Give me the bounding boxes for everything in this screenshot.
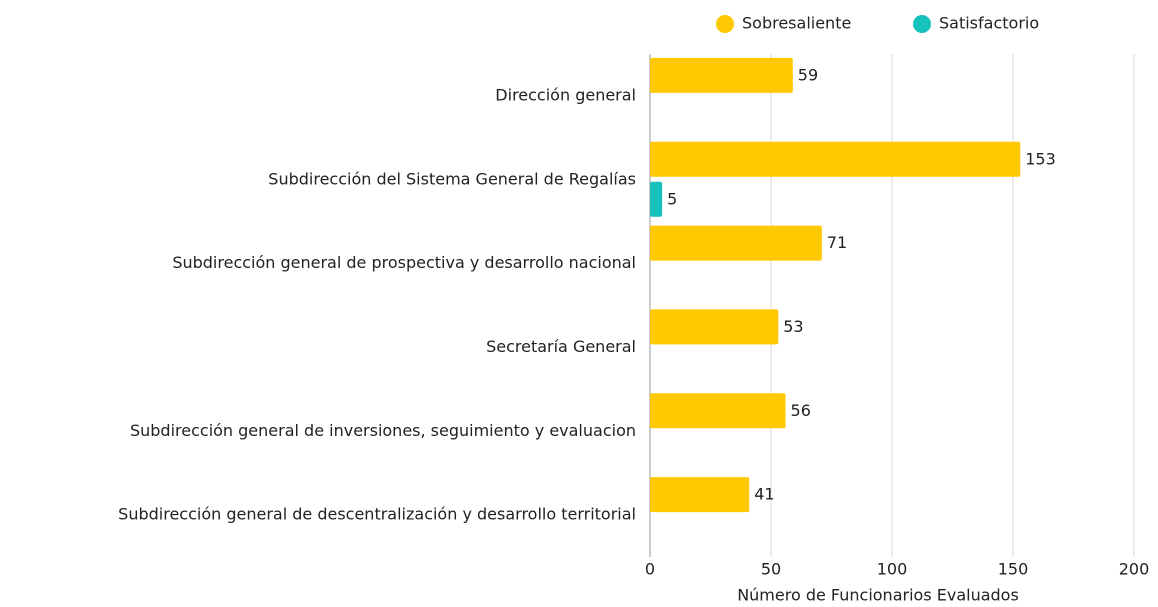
bar xyxy=(650,225,822,261)
y-tick-label: Subdirección general de inversiones, seg… xyxy=(130,421,636,440)
x-tick-label: 50 xyxy=(761,560,781,579)
y-tick-label: Subdirección general de descentralizació… xyxy=(118,505,636,524)
bar xyxy=(650,57,793,93)
y-tick-label: Subdirección general de prospectiva y de… xyxy=(172,253,636,272)
legend-swatch xyxy=(716,15,734,33)
legend-label: Satisfactorio xyxy=(939,14,1039,33)
data-label: 41 xyxy=(754,485,774,504)
legend-swatch xyxy=(913,15,931,33)
y-tick-label: Dirección general xyxy=(495,85,636,104)
y-tick-label: Secretaría General xyxy=(486,337,636,356)
data-label: 56 xyxy=(791,401,811,420)
x-axis-label: Número de Funcionarios Evaluados xyxy=(737,586,1019,605)
bar xyxy=(650,141,1021,177)
x-tick-label: 150 xyxy=(998,560,1029,579)
x-tick-label: 100 xyxy=(877,560,908,579)
data-label: 53 xyxy=(783,317,803,336)
data-label: 71 xyxy=(827,233,847,252)
x-tick-label: 200 xyxy=(1119,560,1150,579)
x-tick-label: 0 xyxy=(645,560,655,579)
bar xyxy=(650,309,779,345)
legend-label: Sobresaliente xyxy=(742,14,851,33)
data-label: 153 xyxy=(1025,149,1056,168)
bar xyxy=(650,181,663,217)
bar xyxy=(650,393,786,429)
data-label: 59 xyxy=(798,65,818,84)
bar xyxy=(650,477,750,513)
data-label: 5 xyxy=(667,189,677,208)
y-tick-label: Subdirección del Sistema General de Rega… xyxy=(268,169,636,188)
